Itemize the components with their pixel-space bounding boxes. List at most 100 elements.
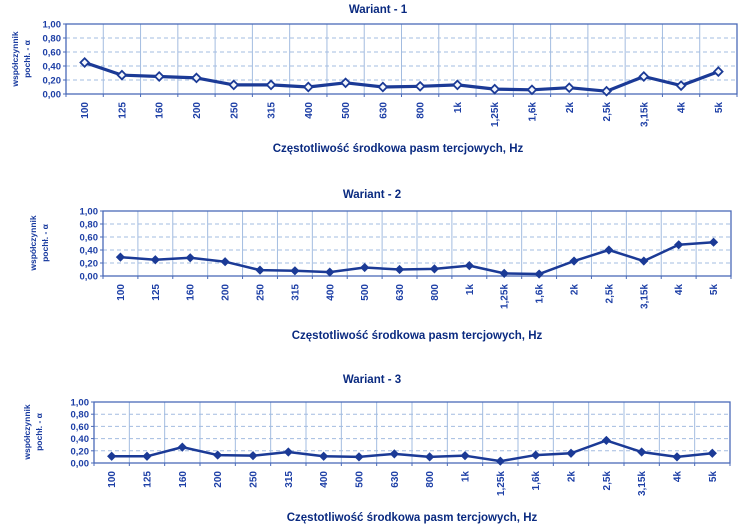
y-tick-label: 1,00 xyxy=(80,207,99,218)
data-point-marker xyxy=(319,451,329,461)
data-point-marker xyxy=(185,253,195,263)
data-point-marker xyxy=(534,269,544,279)
chart2-plot-area: 1,00 0,80 0,60 0,40 0,20 0,00 100 125 160 200 250 3… xyxy=(80,207,732,309)
data-point-marker xyxy=(639,256,649,266)
chart1-plot-area: 1,00 0,80 0,60 0,40 0,20 0,00 100 125 160 200 250 3… xyxy=(43,20,738,127)
data-point-marker xyxy=(637,447,647,457)
data-point-marker xyxy=(325,267,335,277)
x-tick-label: 250 xyxy=(249,471,260,488)
y-tick-label: 0,00 xyxy=(43,90,62,101)
x-tick-label: 100 xyxy=(116,284,127,301)
y-tick-label: 0,80 xyxy=(71,410,90,421)
x-tick-label: 500 xyxy=(341,102,352,119)
y-tick-label: 0,20 xyxy=(80,259,99,270)
x-tick-label: 100 xyxy=(107,471,118,488)
x-tick-label: 630 xyxy=(390,471,401,488)
data-point-marker xyxy=(150,255,160,265)
x-tick-label: 400 xyxy=(304,102,315,119)
y-tick-label: 0,40 xyxy=(43,62,62,73)
chart3-title: Wariant - 3 xyxy=(343,374,401,386)
chart1-y-axis-title-line2: pochł. - α xyxy=(22,39,32,78)
x-tick-label: 630 xyxy=(395,284,406,301)
x-tick-label: 1k xyxy=(453,102,464,114)
x-tick-label: 800 xyxy=(425,471,436,488)
x-tick-label: 500 xyxy=(360,284,371,301)
data-point-marker xyxy=(79,57,91,68)
y-tick-label: 0,40 xyxy=(80,246,99,257)
data-point-marker xyxy=(153,71,165,82)
data-point-marker xyxy=(712,66,724,78)
x-tick-label: 200 xyxy=(221,284,232,301)
data-point-marker xyxy=(489,83,501,95)
data-point-marker xyxy=(190,72,202,84)
x-tick-label: 100 xyxy=(80,102,91,119)
y-tick-label: 0,20 xyxy=(71,446,90,457)
x-tick-label: 2,5k xyxy=(604,284,615,304)
x-tick-label: 1k xyxy=(465,284,476,296)
data-point-marker xyxy=(220,257,230,267)
data-point-marker xyxy=(394,264,405,275)
y-tick-label: 0,00 xyxy=(71,459,90,470)
data-point-marker xyxy=(672,452,682,462)
y-tick-label: 0,60 xyxy=(80,233,99,244)
data-point-marker xyxy=(563,82,575,94)
data-point-marker xyxy=(675,80,687,92)
chart1-x-axis-title: Częstotliwość środkowa pasm tercjowych, … xyxy=(273,143,524,155)
data-point-marker xyxy=(107,451,117,461)
data-point-marker xyxy=(354,452,364,462)
y-tick-label: 0,60 xyxy=(71,422,90,433)
data-point-marker xyxy=(116,69,128,81)
chart2-x-axis-title: Częstotliwość środkowa pasm tercjowych, … xyxy=(292,330,543,342)
data-point-marker xyxy=(265,79,277,91)
data-point-marker xyxy=(674,240,684,250)
x-tick-label: 5k xyxy=(714,102,725,114)
data-point-marker xyxy=(708,237,719,247)
chart2-y-axis-title-line1: współczynnik xyxy=(28,215,38,272)
y-tick-label: 0,60 xyxy=(43,48,62,59)
data-point-marker xyxy=(425,452,435,462)
x-tick-label: 1,6k xyxy=(535,284,546,304)
x-tick-label: 315 xyxy=(284,471,295,488)
data-point-marker xyxy=(526,84,538,96)
chart2-title: Wariant - 2 xyxy=(343,189,401,201)
x-tick-label: 800 xyxy=(416,102,427,119)
y-tick-label: 0,80 xyxy=(80,220,99,231)
x-tick-label: 1,6k xyxy=(531,471,542,491)
data-point-marker xyxy=(377,81,389,93)
data-point-marker xyxy=(290,266,300,276)
x-tick-label: 1,25k xyxy=(496,471,507,496)
chart3-x-axis-title: Częstotliwość środkowa pasm tercjowych, … xyxy=(287,512,538,524)
y-tick-label: 1,00 xyxy=(71,398,90,409)
data-point-marker xyxy=(707,448,717,458)
data-point-marker xyxy=(499,268,509,279)
x-tick-label: 315 xyxy=(290,284,301,301)
x-tick-label: 160 xyxy=(186,284,197,301)
x-tick-label: 800 xyxy=(430,284,441,301)
x-tick-label: 4k xyxy=(677,102,688,114)
data-point-marker xyxy=(302,81,314,93)
x-tick-label: 2k xyxy=(570,284,581,296)
data-point-marker xyxy=(340,77,352,89)
data-point-marker xyxy=(460,451,470,461)
x-tick-label: 1,25k xyxy=(500,284,511,309)
x-tick-label: 2k xyxy=(565,102,576,114)
x-tick-label: 400 xyxy=(325,284,336,301)
x-tick-label: 125 xyxy=(143,471,154,488)
data-point-marker xyxy=(495,456,505,466)
x-tick-label: 200 xyxy=(192,102,203,119)
x-tick-label: 125 xyxy=(117,102,128,119)
x-tick-label: 3,15k xyxy=(639,102,650,127)
y-tick-label: 1,00 xyxy=(43,20,62,31)
x-tick-label: 3,15k xyxy=(637,471,648,496)
data-point-marker xyxy=(389,449,399,459)
x-tick-label: 500 xyxy=(355,471,366,488)
x-tick-label: 2k xyxy=(567,471,578,483)
data-point-marker xyxy=(213,450,223,460)
data-point-marker xyxy=(569,256,579,266)
chart2-y-axis-title-line2: pochł. - α xyxy=(40,223,50,262)
data-point-marker xyxy=(601,435,611,446)
x-tick-label: 1,25k xyxy=(490,102,501,127)
data-point-marker xyxy=(228,79,240,91)
chart1-title: Wariant - 1 xyxy=(349,4,408,16)
